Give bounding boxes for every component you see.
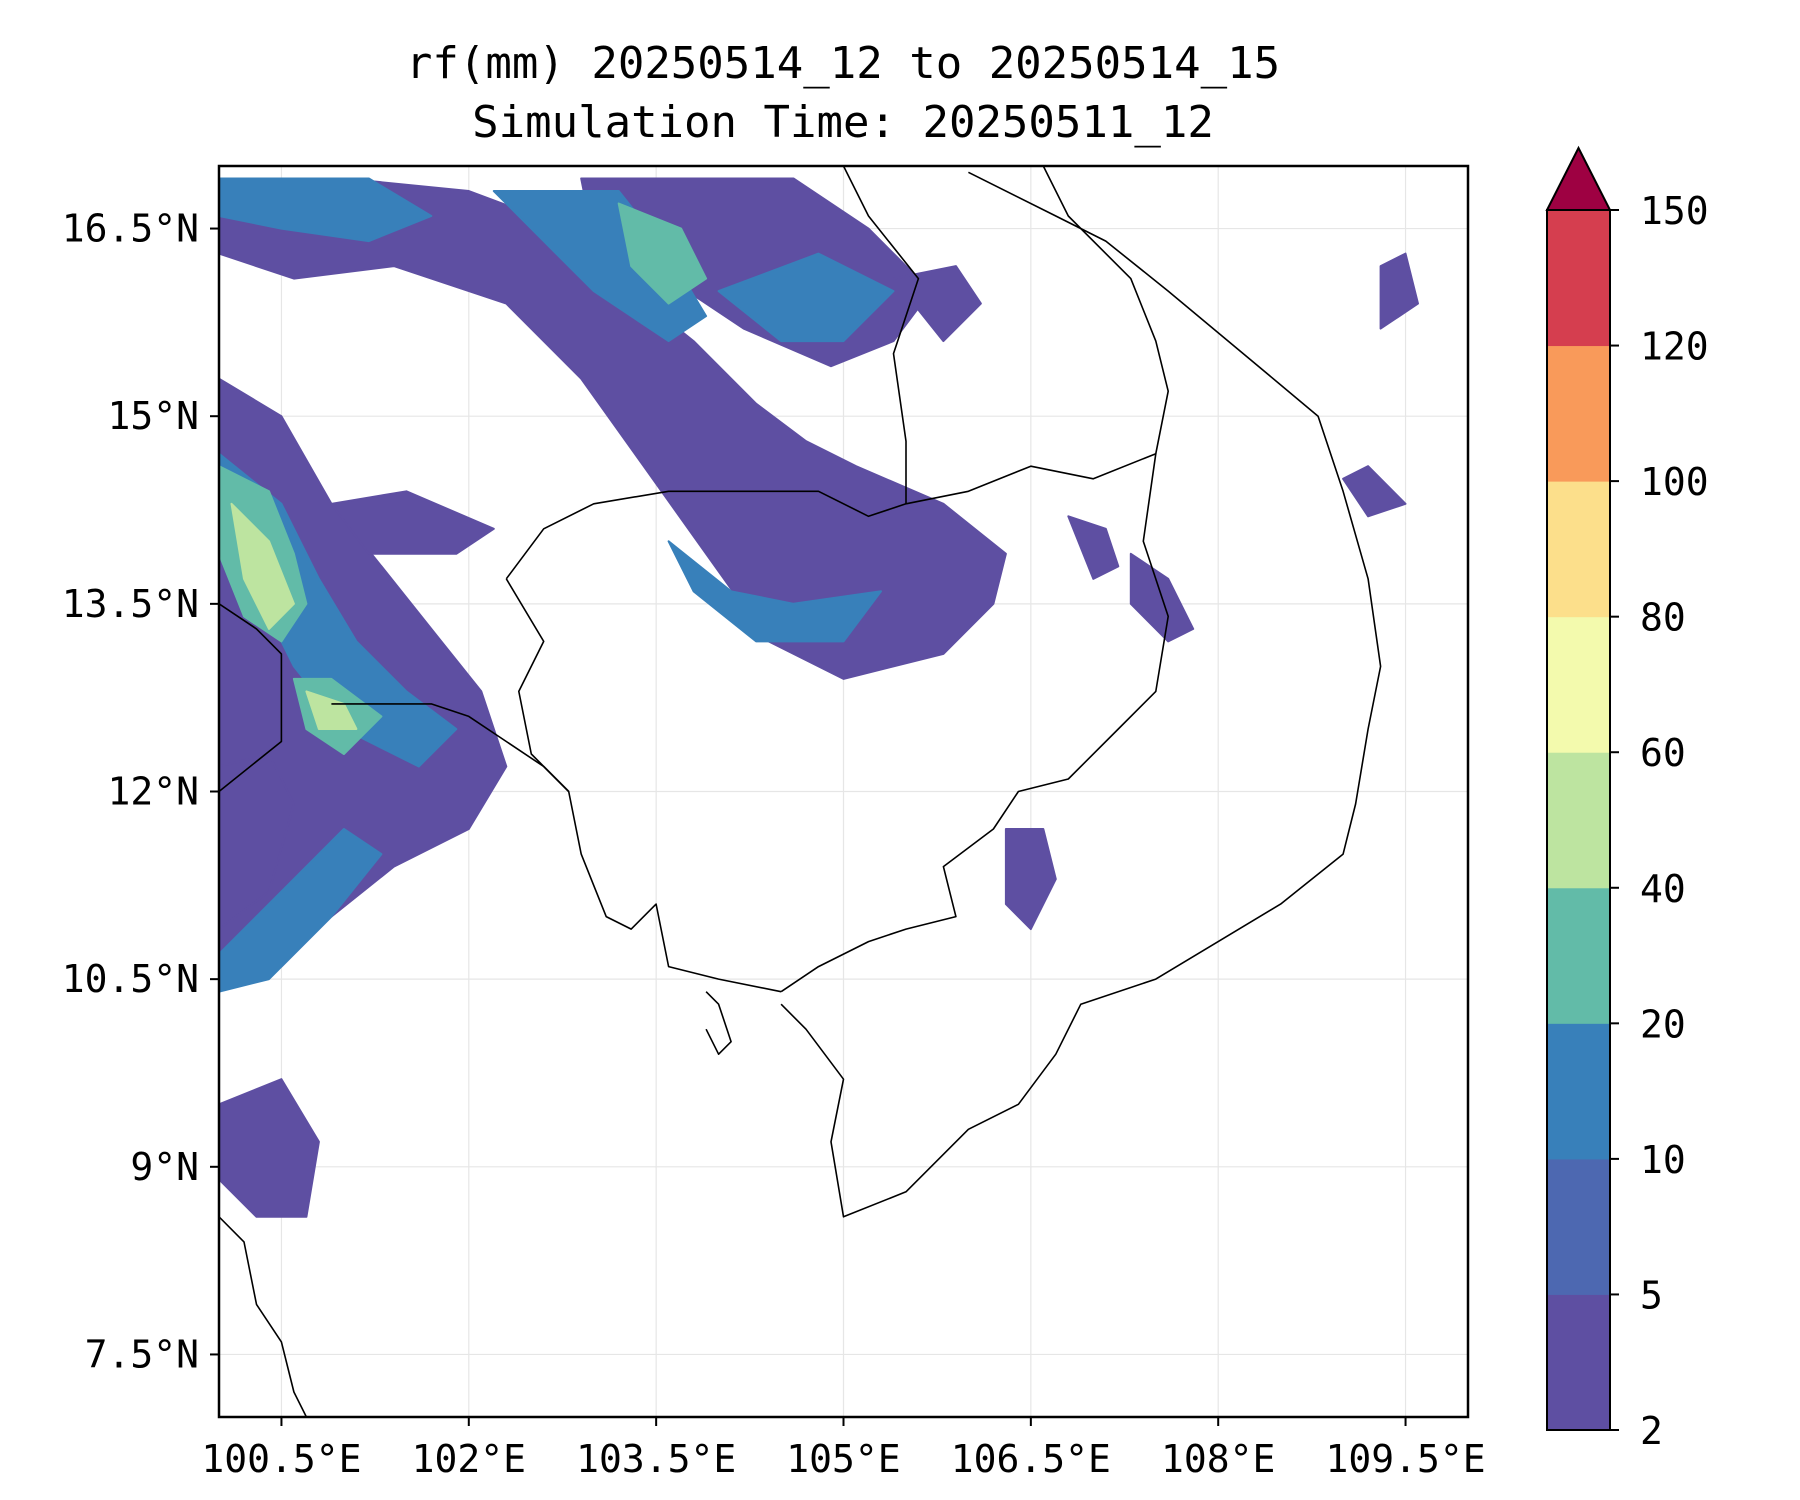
colorbar-tick-label: 60 <box>1640 731 1686 775</box>
colorbar-segment <box>1547 887 1610 1024</box>
lat-tick-label: 13.5°N <box>62 582 199 626</box>
precip-zone-level-4 <box>305 690 358 730</box>
colorbar-tick-label: 5 <box>1640 1273 1663 1317</box>
laos-vietnam-border <box>1042 166 1169 454</box>
colorbar-tick-label: 120 <box>1640 325 1709 369</box>
longitude-ticks: 100.5°E 102°E 103.5°E 105°E 106.5°E 108°E 109.… <box>201 1417 1486 1481</box>
colorbar-segment <box>1547 210 1610 347</box>
lat-tick-label: 7.5°N <box>85 1332 199 1376</box>
phu-quoc <box>705 991 732 1055</box>
colorbar-segment <box>1547 345 1610 482</box>
precip-zone-level-0 <box>219 753 295 931</box>
precip-zone-level-4 <box>230 502 295 630</box>
colorbar-tick-label: 80 <box>1640 596 1686 640</box>
precip-zone-level-0 <box>892 265 982 343</box>
cambodia-vietnam-border <box>780 452 1169 993</box>
colorbar-segment <box>1547 481 1610 618</box>
title-line2: Simulation Time: 20250511_12 <box>472 97 1214 148</box>
latitude-ticks: 16.5°N 15°N 13.5°N 12°N 10.5°N 9°N 7.5°N <box>62 207 219 1376</box>
precip-zone-level-0 <box>330 490 495 555</box>
precip-zone-level-0 <box>1379 252 1419 330</box>
colorbar-frame <box>1546 209 1611 1431</box>
lat-tick-label: 9°N <box>130 1145 199 1189</box>
colorbar-segment <box>1547 1023 1610 1160</box>
lon-tick-label: 103.5°E <box>576 1437 736 1481</box>
lon-tick-label: 108°E <box>1161 1437 1275 1481</box>
precip-zone-level-2 <box>219 177 433 243</box>
colorbar-tick-label: 150 <box>1640 189 1709 233</box>
lon-tick-label: 106.5°E <box>951 1437 1111 1481</box>
colorbar-tick-label: 100 <box>1640 460 1709 504</box>
precip-zone-level-2 <box>717 252 895 343</box>
precip-zone-level-2 <box>667 540 882 643</box>
cambodia-west-border <box>505 578 570 793</box>
thailand-cambodia-border <box>505 490 907 580</box>
malay-peninsula <box>219 1216 308 1417</box>
precip-zone-level-3 <box>617 202 708 305</box>
coastlines-and-borders <box>219 166 1382 1417</box>
precip-zone-level-0 <box>1004 828 1057 931</box>
map-area <box>217 164 1470 1419</box>
laos-thailand-border <box>842 166 920 504</box>
lon-tick-label: 105°E <box>786 1437 900 1481</box>
lat-tick-label: 15°N <box>107 394 199 438</box>
lon-tick-label: 109.5°E <box>1325 1437 1485 1481</box>
precip-zone-level-0 <box>1342 465 1407 518</box>
lon-tick-label: 102°E <box>412 1437 526 1481</box>
lat-tick-label: 12°N <box>107 770 199 814</box>
colorbar-segment <box>1547 1294 1610 1431</box>
precip-zone-level-2 <box>219 828 383 993</box>
colorbar-segment <box>1547 1158 1610 1295</box>
colorbar-extend-arrow <box>1545 145 1612 211</box>
precip-zone-level-0 <box>219 1078 320 1218</box>
precip-zone-level-2 <box>492 190 708 343</box>
title-line1: rf(mm) 20250514_12 to 20250514_15 <box>406 38 1280 89</box>
lat-tick-label: 16.5°N <box>62 207 199 251</box>
cambodia-coast <box>331 703 782 993</box>
colorbar: 2 5 10 20 40 60 80 100 120 150 <box>1545 145 1709 1453</box>
colorbar-tick-label: 40 <box>1640 867 1686 911</box>
vietnam-coast <box>780 171 1382 1218</box>
precip-zone-level-0 <box>1067 515 1120 580</box>
lon-tick-label: 100.5°E <box>201 1437 361 1481</box>
colorbar-tick-label: 10 <box>1640 1138 1686 1182</box>
colorbar-segment <box>1547 752 1610 889</box>
colorbar-tick-label: 20 <box>1640 1002 1686 1046</box>
colorbar-tick-label: 2 <box>1640 1409 1663 1453</box>
thai-gulf-west-coast <box>219 603 283 793</box>
colorbar-segment <box>1547 616 1610 753</box>
lat-tick-label: 10.5°N <box>62 957 199 1001</box>
precipitation-contours <box>219 177 1419 1218</box>
